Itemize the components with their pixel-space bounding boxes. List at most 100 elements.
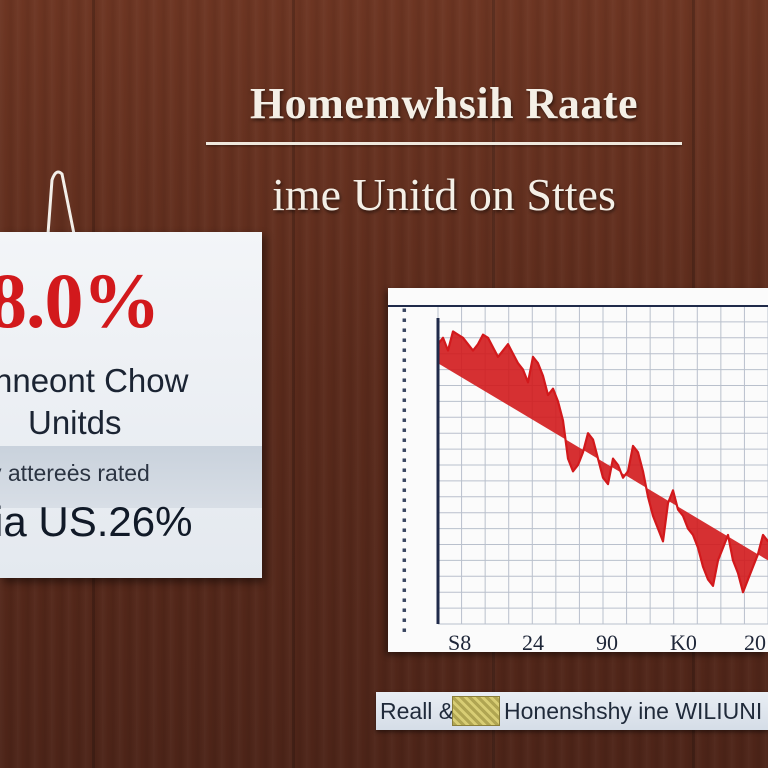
y-tick-mark: ▪ bbox=[402, 566, 407, 574]
data-point bbox=[522, 368, 524, 371]
data-point bbox=[732, 559, 734, 562]
y-tick-mark: ▪ bbox=[402, 386, 407, 394]
caption-text-2: Honenshshy ine WILIUNI bbox=[504, 698, 763, 724]
data-point bbox=[552, 387, 554, 390]
data-point bbox=[572, 470, 574, 473]
caption-bar: Reall & Honenshshy ine WILIUNI bbox=[376, 692, 768, 730]
data-point bbox=[607, 483, 609, 485]
data-point bbox=[622, 476, 624, 479]
data-point bbox=[442, 337, 444, 339]
y-tick-mark: ▪ bbox=[402, 536, 407, 544]
data-point bbox=[742, 591, 744, 593]
y-tick-mark: ▪ bbox=[402, 506, 407, 514]
card-band-text: y attereės rated bbox=[0, 460, 150, 486]
data-point bbox=[502, 349, 504, 352]
y-tick-mark: ▪ bbox=[402, 546, 407, 554]
info-card: 8.0% nneont Chow Unitds y attereės rated bbox=[0, 232, 262, 578]
data-point bbox=[677, 508, 679, 511]
y-tick-mark: ▪ bbox=[402, 396, 407, 404]
data-point bbox=[477, 343, 479, 345]
card-big-value: 8.0% bbox=[0, 257, 160, 344]
y-tick-mark: ▪ bbox=[402, 366, 407, 374]
data-point bbox=[697, 546, 699, 549]
page-title: Homemwhsih Raate bbox=[249, 79, 639, 128]
y-tick-mark: ▪ bbox=[402, 476, 407, 484]
data-point bbox=[672, 489, 674, 492]
y-tick-mark: ▪ bbox=[402, 496, 407, 504]
y-tick-mark: ▪ bbox=[402, 556, 407, 564]
y-tick-mark: ▪ bbox=[402, 316, 407, 324]
y-tick-mark: ▪ bbox=[402, 606, 407, 614]
data-point bbox=[592, 438, 594, 441]
card-band bbox=[0, 446, 262, 508]
data-point bbox=[452, 330, 454, 333]
y-tick-mark: ▪ bbox=[402, 346, 407, 354]
data-point bbox=[497, 356, 499, 358]
data-point bbox=[542, 375, 544, 377]
y-tick-mark: ▪ bbox=[402, 416, 407, 424]
data-point bbox=[657, 527, 659, 530]
data-point bbox=[492, 346, 494, 349]
data-point bbox=[712, 585, 714, 587]
title-divider bbox=[206, 142, 682, 145]
data-point bbox=[637, 451, 639, 454]
data-point bbox=[747, 578, 749, 581]
flag-icon bbox=[452, 696, 500, 726]
page-subtitle: ime Unitd on Sttes bbox=[272, 169, 616, 220]
card-line-1: nneont Chow bbox=[0, 362, 189, 399]
data-point bbox=[627, 470, 629, 473]
y-tick-mark: ▪ bbox=[402, 526, 407, 534]
y-tick-mark: ▪ bbox=[402, 306, 407, 314]
data-point bbox=[687, 527, 689, 530]
data-point bbox=[517, 362, 519, 365]
y-tick-mark: ▪ bbox=[402, 466, 407, 474]
data-point bbox=[537, 362, 539, 365]
data-point bbox=[507, 343, 509, 345]
y-tick-mark: ▪ bbox=[402, 436, 407, 444]
y-tick-mark: ▪ bbox=[402, 516, 407, 524]
line-chart: ▪ ▪ ▪ ▪ ▪ ▪ ▪ ▪ ▪ ▪ ▪ ▪ ▪ ▪ ▪ ▪ ▪ ▪ ▪ ▪ ▪ ▪ ▪ ▪ ▪ ▪ ▪ ▪ ▪ ▪ ▪ ▪ ▪ S8 24 90 K… bbox=[388, 305, 768, 652]
data-point bbox=[617, 464, 619, 466]
data-point bbox=[647, 496, 649, 498]
x-tick-label: 24 bbox=[522, 630, 544, 652]
data-point bbox=[567, 457, 569, 460]
data-point bbox=[457, 333, 459, 336]
card-hanger-string bbox=[46, 170, 76, 235]
y-tick-mark: ▪ bbox=[402, 456, 407, 464]
data-point bbox=[547, 394, 549, 396]
data-point bbox=[562, 419, 564, 422]
y-tick-mark: ▪ bbox=[402, 336, 407, 344]
card-second-value: ia US.26% bbox=[0, 498, 193, 545]
data-point bbox=[727, 534, 729, 536]
data-point bbox=[722, 546, 724, 549]
data-point bbox=[587, 432, 589, 434]
y-tick-mark: ▪ bbox=[402, 486, 407, 494]
data-point bbox=[512, 352, 514, 355]
data-point bbox=[757, 553, 759, 555]
data-point bbox=[532, 356, 534, 358]
y-tick-mark: ▪ bbox=[402, 596, 407, 604]
y-tick-mark: ▪ bbox=[402, 356, 407, 364]
y-tick-mark: ▪ bbox=[402, 376, 407, 384]
data-point bbox=[462, 337, 464, 339]
data-point bbox=[632, 445, 634, 447]
y-tick-mark: ▪ bbox=[402, 426, 407, 434]
data-point bbox=[472, 349, 474, 352]
data-point bbox=[482, 333, 484, 336]
data-point bbox=[447, 349, 449, 352]
data-point bbox=[667, 502, 669, 504]
y-tick-mark: ▪ bbox=[402, 626, 407, 634]
x-tick-label: 90 bbox=[596, 630, 618, 652]
x-tick-label: K0 bbox=[670, 630, 697, 652]
data-point bbox=[682, 515, 684, 517]
data-point bbox=[737, 572, 739, 574]
x-tick-label: 20 bbox=[744, 630, 766, 652]
series-area bbox=[438, 331, 768, 593]
data-point bbox=[642, 470, 644, 473]
data-point bbox=[652, 515, 654, 517]
data-point bbox=[762, 534, 764, 536]
data-point bbox=[467, 343, 469, 345]
data-point bbox=[577, 464, 579, 466]
data-point bbox=[487, 337, 489, 339]
y-tick-mark: ▪ bbox=[402, 406, 407, 414]
